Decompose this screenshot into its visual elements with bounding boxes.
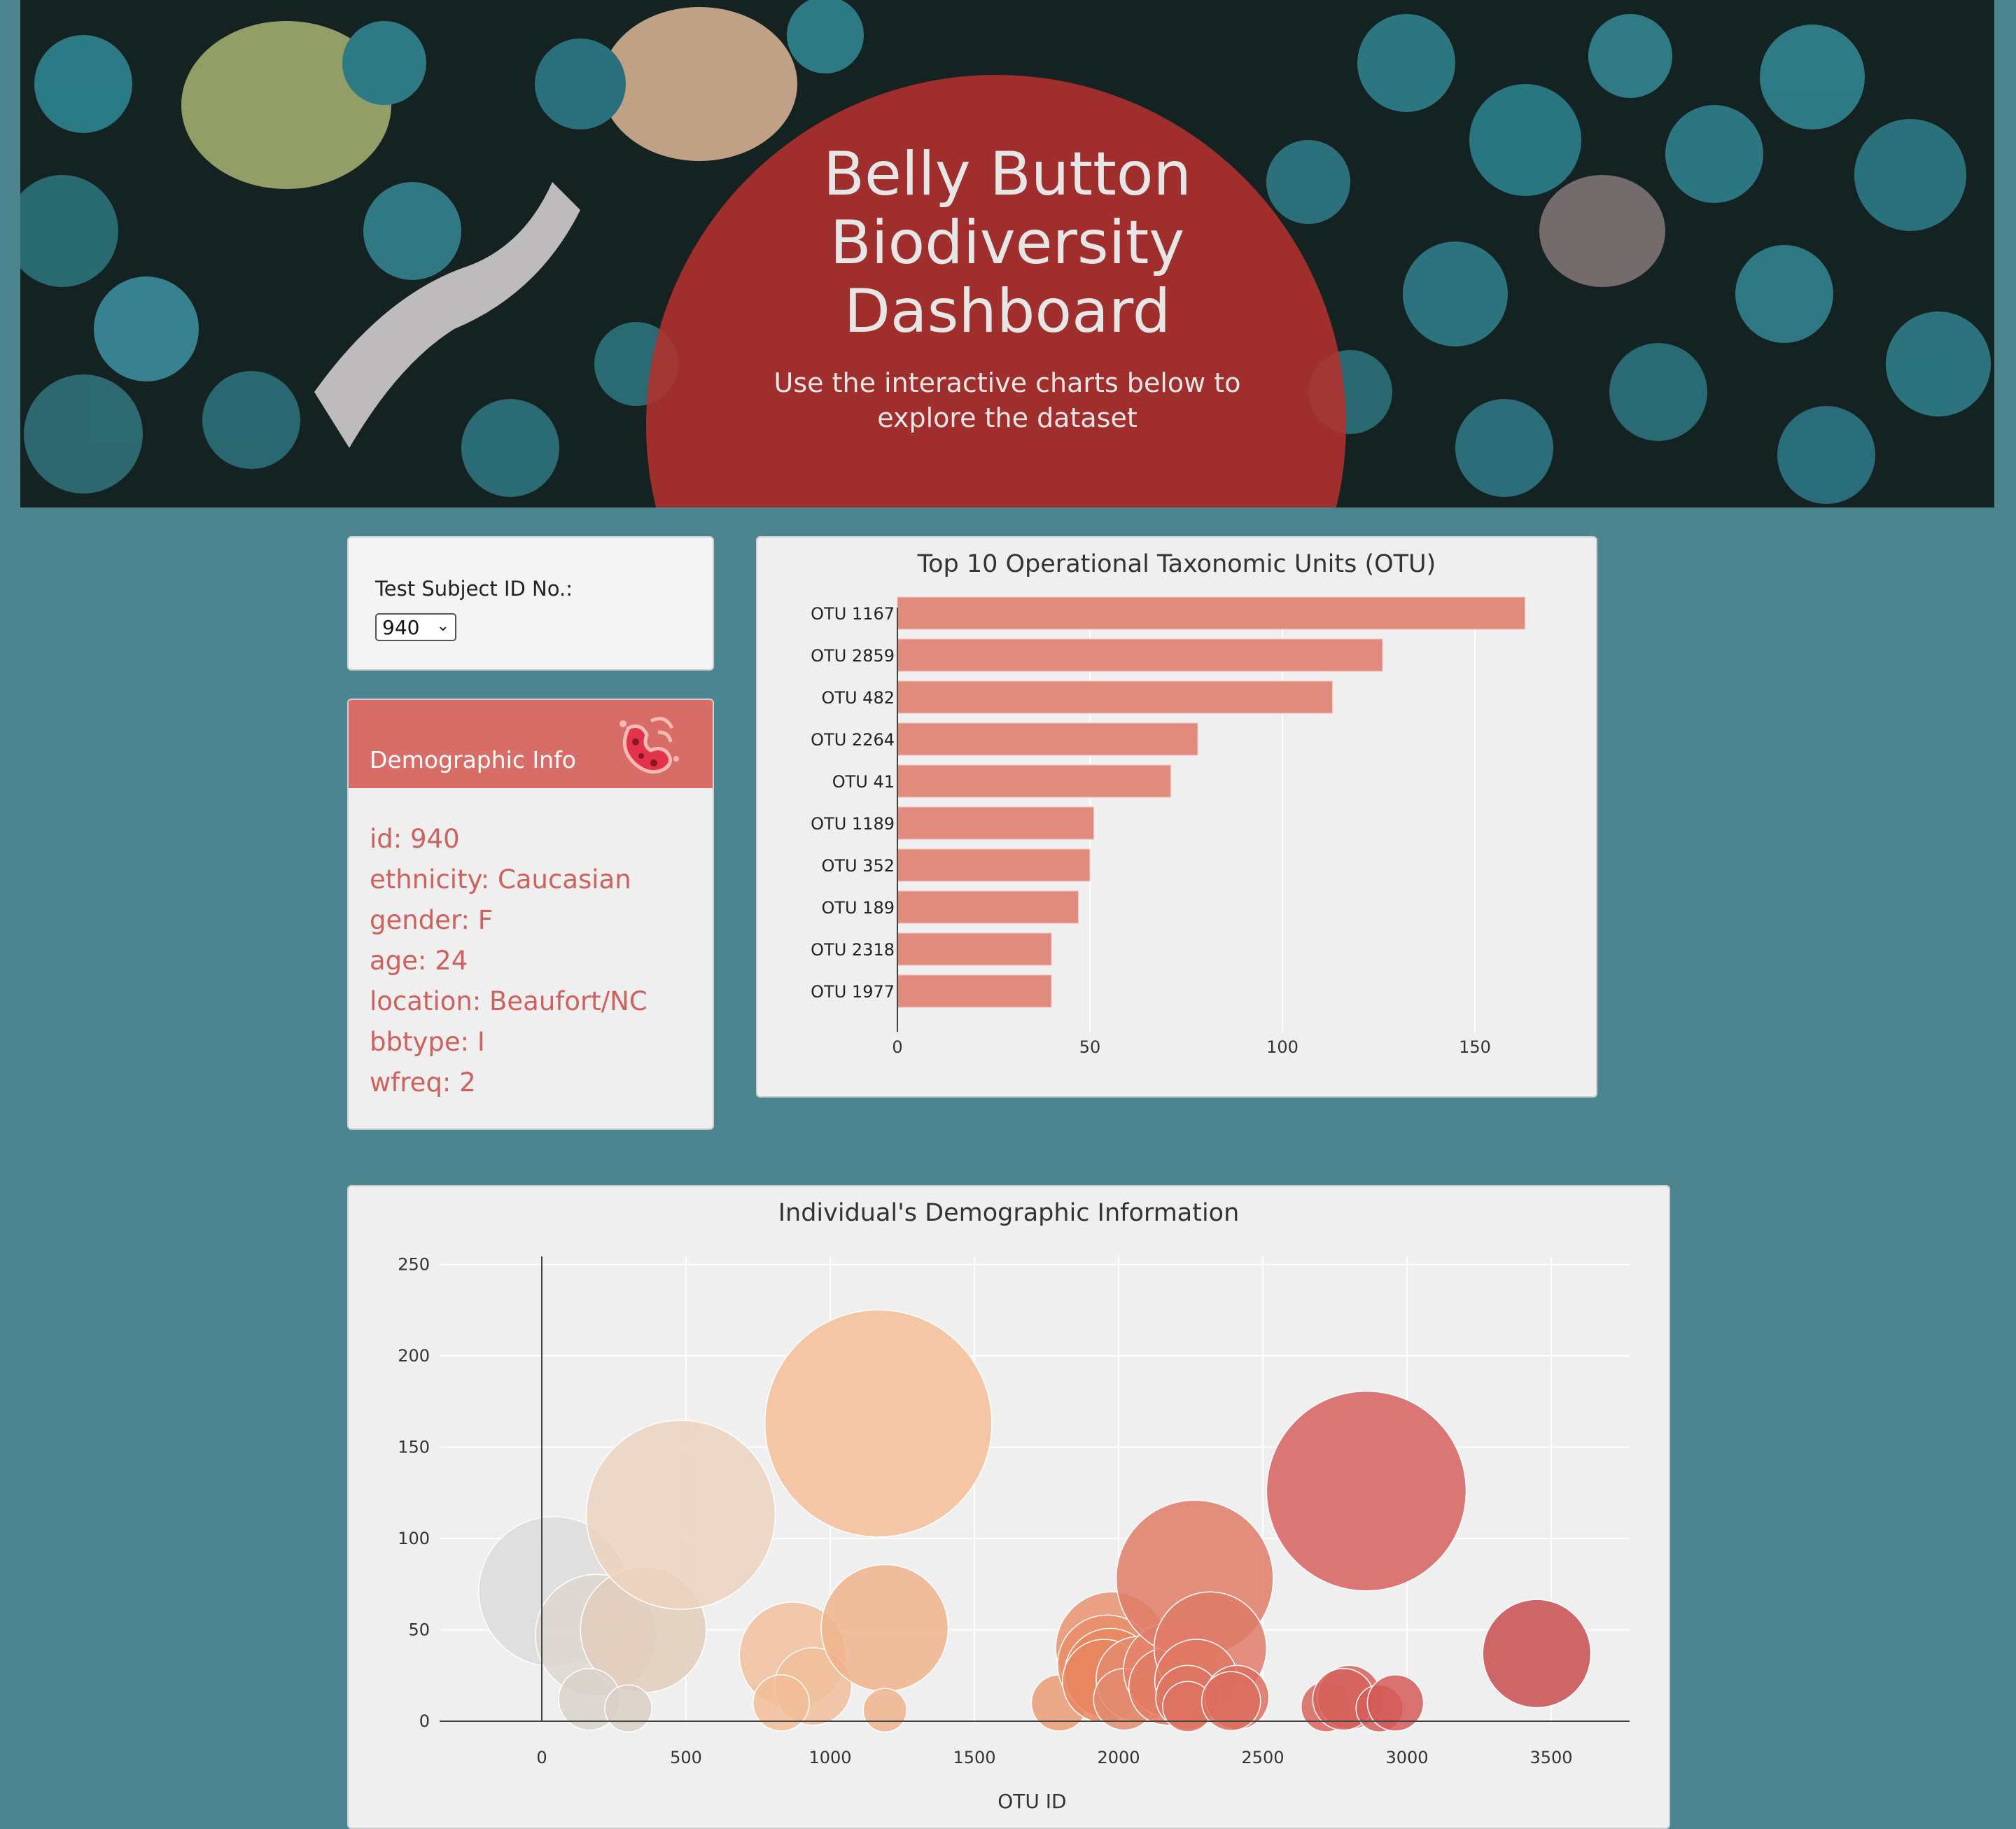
y-tick-label: OTU 352: [821, 856, 895, 876]
x-tick-label: 50: [1079, 1037, 1101, 1057]
bar: [897, 722, 1198, 756]
x-tick-label: 1500: [953, 1748, 995, 1767]
bubble: [604, 1684, 652, 1733]
chevron-down-icon: ⌄: [436, 617, 449, 635]
x-tick-label: 500: [670, 1748, 702, 1767]
subject-selector-panel: Test Subject ID No.: 940 ⌄: [347, 536, 714, 671]
y-tick-label: OTU 2318: [811, 940, 895, 960]
bar-chart-title: Top 10 Operational Taxonomic Units (OTU): [917, 550, 1436, 578]
bar: [897, 638, 1383, 672]
x-tick-label: 3500: [1530, 1748, 1572, 1767]
bar: [897, 848, 1091, 882]
y-tick-label: OTU 1189: [811, 814, 895, 834]
subject-selector-label: Test Subject ID No.:: [375, 577, 573, 601]
y-tick-label: OTU 1977: [811, 982, 895, 1002]
bacteria-icon: [620, 717, 679, 774]
bubble-chart[interactable]: 0 500 1000 1500 2000 2500 3000 3500 0 50 100 150 200…: [349, 1186, 1669, 1828]
top-otu-bar-chart-panel: Top 10 Operational Taxonomic Units (OTU)…: [756, 536, 1597, 1098]
demographic-info-item: wfreq: 2: [370, 1067, 476, 1098]
bubble: [764, 1309, 993, 1538]
demographic-info-header: Demographic Info: [349, 700, 713, 788]
x-tick-label: 3000: [1385, 1748, 1428, 1767]
y-tick-label: 150: [398, 1438, 430, 1457]
bar: [897, 806, 1094, 840]
bubble-chart-panel: Individual's Demographic Information 0 50…: [347, 1185, 1670, 1829]
bubble: [1366, 1674, 1424, 1732]
page-title: Belly Button Biodiversity Dashboard: [823, 139, 1191, 346]
y-tick-label: OTU 189: [821, 898, 895, 918]
x-tick-label: 0: [892, 1037, 902, 1057]
bar-chart[interactable]: 0 50 100 150 OTU 1167 OTU 2859 OTU 482 OTU 2264…: [757, 538, 1596, 1096]
y-tick-label: OTU 482: [821, 688, 895, 708]
demographic-info-item: location: Beaufort/NC: [370, 986, 648, 1016]
y-tick-label: 50: [408, 1620, 430, 1640]
demographic-info-item: age: 24: [370, 946, 468, 976]
demographic-info-item: gender: F: [370, 905, 493, 935]
bar: [897, 890, 1079, 924]
demographic-info-panel: Demographic Info id: 940 ethnicity: Cauca…: [347, 699, 714, 1130]
bubble: [1200, 1671, 1261, 1732]
demographic-info-item: id: 940: [370, 824, 460, 854]
bubble: [1482, 1599, 1592, 1709]
y-tick-label: OTU 1167: [811, 604, 895, 624]
bubble-chart-title: Individual's Demographic Information: [778, 1199, 1240, 1227]
page-subtitle: Use the interactive charts below to expl…: [774, 367, 1241, 433]
bar: [897, 596, 1525, 630]
demographic-info-item: bbtype: I: [370, 1027, 485, 1057]
y-tick-label: 200: [398, 1346, 430, 1366]
bubble: [1266, 1390, 1467, 1592]
y-tick-label: OTU 2264: [811, 730, 895, 750]
demographic-info-list: id: 940 ethnicity: Caucasian gender: F age:…: [370, 819, 648, 1103]
demographic-info-item: ethnicity: Caucasian: [370, 864, 631, 895]
x-tick-label: 0: [536, 1748, 547, 1767]
y-tick-label: OTU 2859: [811, 646, 895, 666]
header-banner: Belly Button Biodiversity Dashboard Use …: [20, 0, 1994, 507]
y-tick-label: OTU 41: [832, 772, 895, 792]
x-tick-label: 2500: [1241, 1748, 1284, 1767]
bubble: [820, 1564, 949, 1693]
x-tick-label: 1000: [808, 1748, 851, 1767]
y-tick-label: 100: [398, 1529, 430, 1548]
bar: [897, 764, 1171, 798]
x-axis-label: OTU ID: [997, 1790, 1066, 1813]
subject-id-dropdown[interactable]: 940 ⌄: [375, 613, 456, 641]
bubble: [585, 1420, 776, 1610]
demographic-info-title: Demographic Info: [370, 746, 576, 773]
bar: [897, 932, 1052, 966]
subject-id-value: 940: [382, 616, 420, 639]
x-tick-label: 150: [1459, 1037, 1491, 1057]
x-tick-label: 100: [1266, 1037, 1298, 1057]
y-tick-label: 250: [398, 1255, 430, 1275]
bar: [897, 974, 1052, 1008]
bubble: [752, 1674, 810, 1732]
microbe-background-image: [20, 0, 1994, 507]
x-tick-label: 2000: [1097, 1748, 1140, 1767]
bar: [897, 680, 1333, 714]
y-tick-label: 0: [419, 1711, 430, 1731]
bubble: [862, 1688, 908, 1733]
